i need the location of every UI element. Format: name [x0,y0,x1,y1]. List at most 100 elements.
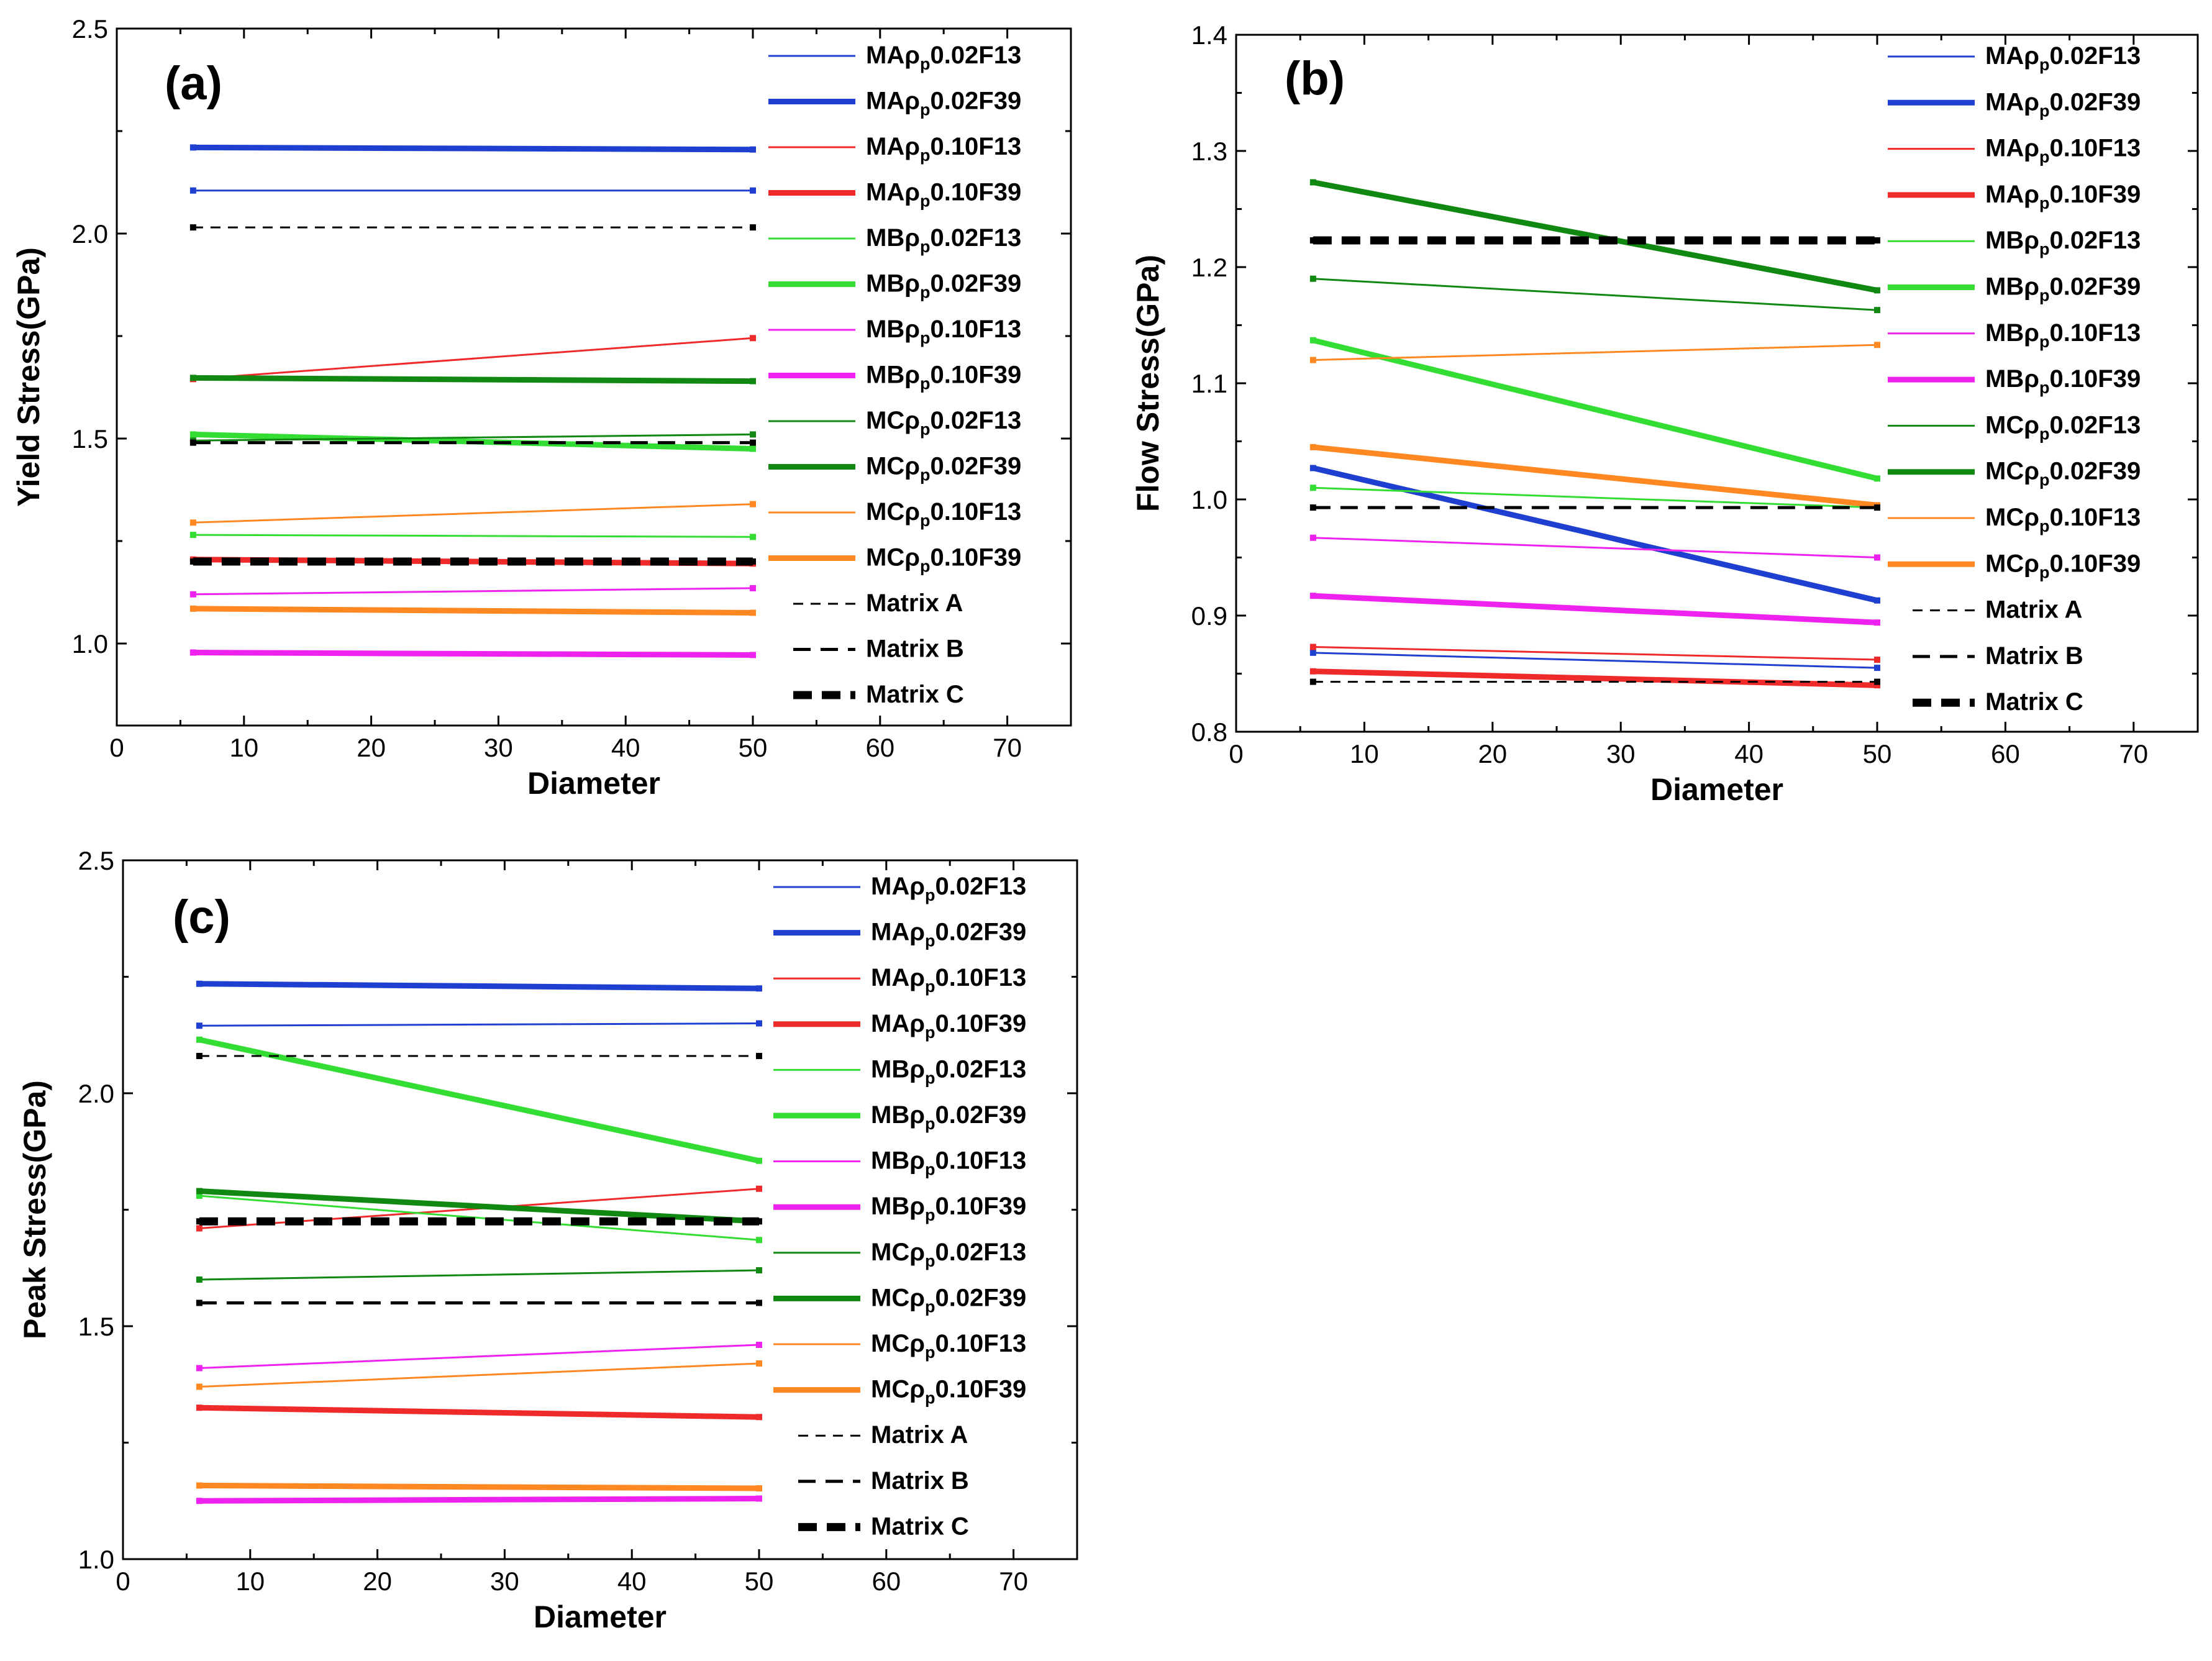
legend-entry: Matrix C [871,1513,969,1540]
data-point [750,187,756,194]
x-tick-label: 60 [865,733,894,762]
y-tick-label: 1.2 [1191,253,1227,282]
data-point [1309,485,1316,491]
y-tick-label: 0.8 [1191,717,1227,747]
x-tick-label: 30 [484,733,513,762]
series-line-mcrhop0-10f13 [1313,344,1878,362]
y-tick-label: 2.0 [78,1079,114,1108]
y-tick-label: 1.1 [1191,369,1227,398]
data-point [189,605,196,612]
legend-entry: MAρp0.10F39 [871,1010,1026,1042]
data-point [189,187,196,194]
legend-entry: MAρp0.02F13 [1985,42,2141,74]
data-point [189,591,196,598]
data-point [1874,475,1880,482]
data-point [1874,657,1880,663]
series-line-mbrhop0-02f39 [1312,337,1878,481]
series-line-mcrhop0-02f13 [1313,278,1878,311]
series-line-mcrhop0-10f39 [1313,444,1878,508]
series-line-mbrhop0-10f39 [1313,593,1878,626]
legend: MAρp0.02F13 MAρp0.02F39 MAρp0.10F13 MAρp0.1… [773,873,1026,1540]
data-point [189,649,196,656]
series-line-mcrhop0-02f13 [193,433,753,442]
data-point [189,431,196,438]
data-point [756,1495,762,1502]
series-line-mbrhop0-02f13 [199,1195,760,1241]
series-line-marhop0-10f13 [193,337,753,380]
y-axis-title: Peak Stress(GPa) [17,1080,52,1339]
data-point [196,1053,203,1059]
x-tick-label: 0 [109,733,124,762]
data-point [1309,337,1316,344]
y-tick-label: 2.5 [72,14,108,43]
series-line-mbrhop0-10f39 [193,650,753,658]
legend-entry: MBρp0.02F39 [1985,273,2141,305]
series-line-mbrhop0-02f13 [1313,486,1878,509]
panel-label: (c) [173,891,230,944]
x-tick-label: 50 [739,733,768,762]
legend-entry: MCρp0.10F39 [871,1376,1026,1408]
data-point [196,1276,203,1283]
series-line-marhop0-02f39 [193,144,753,153]
data-point [750,534,756,540]
data-point [756,1360,762,1367]
x-tick-label: 40 [1734,739,1764,768]
legend-entry: MBρp0.02F13 [1985,227,2141,258]
x-tick-label: 10 [229,733,258,762]
legend-entry: MBρp0.02F39 [866,270,1021,302]
y-axis-title: Yield Stress(GPa) [11,247,46,507]
data-point [1874,307,1880,314]
panel-label: (b) [1285,52,1345,105]
legend-entry: MBρp0.10F39 [1985,365,2141,397]
series-line-marhop0-02f39 [199,981,760,991]
legend-entry: MBρp0.02F13 [866,224,1021,256]
data-point [756,1020,762,1027]
series-line-mcrhop0-10f13 [199,1362,760,1388]
x-tick-label: 0 [116,1567,130,1596]
y-tick-label: 1.0 [72,629,108,658]
data-point [196,1365,203,1372]
legend-entry: MAρp0.02F39 [871,919,1026,950]
data-point [1874,342,1880,348]
y-tick-label: 2.5 [78,846,114,875]
x-tick-label: 20 [1478,739,1507,768]
data-point [756,1342,762,1348]
x-tick-label: 60 [1991,739,2020,768]
x-tick-label: 30 [1606,739,1636,768]
legend-entry: MCρp0.10F13 [1985,504,2141,535]
data-point [1874,597,1880,604]
series-line-mcrhop0-02f39 [1312,180,1878,293]
legend-entry: MCρp0.10F39 [1985,550,2141,581]
data-point [1874,619,1880,626]
data-point [750,501,756,507]
data-point [750,609,756,616]
legend-entry: MCρp0.02F39 [866,453,1021,485]
data-point [1309,179,1316,186]
legend-entry: Matrix C [1985,688,2083,716]
data-point [750,445,756,452]
data-point [750,146,756,153]
data-point [1874,678,1880,685]
data-point [1874,554,1880,561]
data-point [1309,644,1316,650]
y-tick-label: 1.0 [1191,485,1227,514]
data-point [196,1498,203,1504]
x-tick-label: 20 [363,1567,392,1596]
series-line-mbrhop0-02f39 [198,1037,760,1164]
series-line-mcrhop0-02f39 [193,375,753,385]
legend-entry: MAρp0.10F13 [866,133,1021,165]
data-point [1309,593,1316,599]
data-point [1309,534,1316,541]
data-point [1309,668,1316,675]
series-line-marhop0-10f39 [199,1404,760,1420]
data-point [196,1404,203,1411]
x-tick-label: 20 [357,733,386,762]
legend: MAρp0.02F13 MAρp0.02F39 MAρp0.10F13 MAρp0.1… [1888,42,2141,716]
x-axis-title: Diameter [1650,772,1783,807]
chart-2: 0 10 20 30 40 50 60 70 0.8 0.9 1.0 1.1 1.2 1.3 1.4 Diam… [1131,20,2199,807]
legend: MAρp0.02F13 MAρp0.02F39 MAρp0.10F13 MAρp0.1… [768,42,1021,708]
legend-entry: Matrix B [1985,642,2083,670]
legend-entry: MBρp0.02F39 [871,1101,1026,1133]
data-point [1309,504,1316,511]
